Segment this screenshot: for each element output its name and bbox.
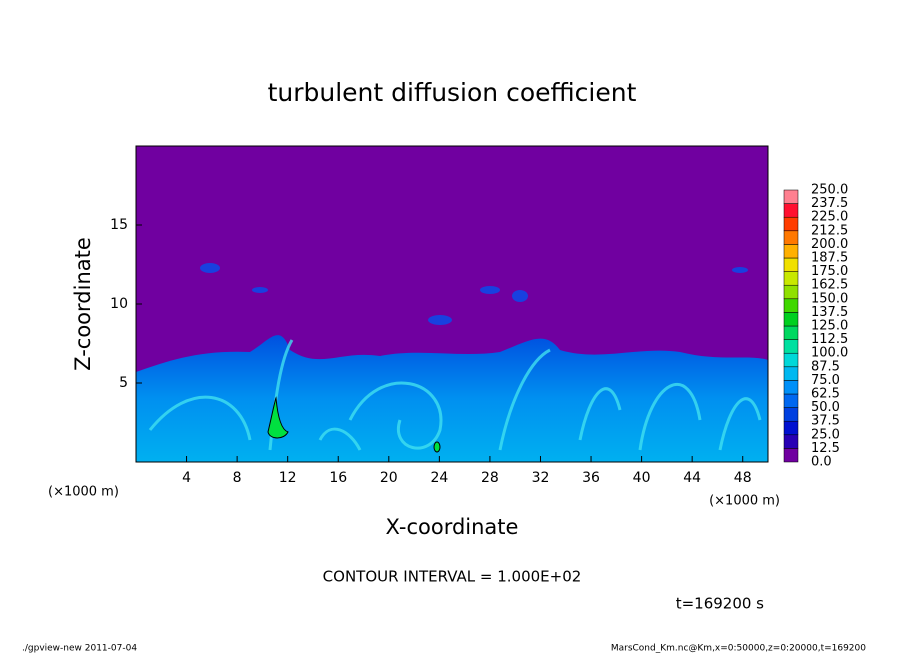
- colorbar-box: [783, 407, 799, 422]
- colorbar-label: 200.0: [811, 237, 848, 252]
- x-tick-label: 32: [532, 470, 550, 486]
- colorbar-box: [783, 434, 799, 449]
- x-tick-label: 16: [329, 470, 347, 486]
- colorbar-label: 137.5: [811, 305, 848, 320]
- colorbar-box: [783, 189, 799, 204]
- contour-interval: CONTOUR INTERVAL = 1.000E+02: [323, 568, 582, 586]
- contour-100: [433, 441, 441, 453]
- colorbar-box: [783, 216, 799, 232]
- colorbar-label: 112.5: [811, 332, 848, 347]
- x-tick-label: 48: [734, 470, 752, 486]
- colorbar-box: [783, 420, 799, 436]
- colorbar-box: [783, 257, 799, 272]
- colorbar-label: 0.0: [811, 455, 832, 470]
- x-axis-title: X-coordinate: [386, 515, 519, 539]
- colorbar-label: 162.5: [811, 278, 848, 293]
- x-tick-label: 12: [279, 470, 297, 486]
- colorbar-box: [783, 339, 799, 354]
- colorbar-label: 100.0: [811, 346, 848, 361]
- x-tick-label: 4: [182, 470, 191, 486]
- colorbar-label: 37.5: [811, 414, 840, 429]
- colorbar-box: [783, 448, 799, 463]
- colorbar-label: 87.5: [811, 359, 840, 374]
- x-tick-label: 44: [683, 470, 701, 486]
- colorbar-label: 62.5: [811, 387, 840, 402]
- colorbar-box: [783, 393, 799, 408]
- colorbar-label: 150.0: [811, 291, 848, 306]
- colorbar-label: 237.5: [811, 196, 848, 211]
- field: [135, 145, 769, 463]
- contour-100: [267, 396, 289, 439]
- colorbar-box: [783, 284, 799, 300]
- chart-title: turbulent diffusion coefficient: [268, 78, 637, 107]
- y-tick-label: 10: [110, 296, 128, 312]
- turbulent-layer: [136, 335, 768, 462]
- footer-left: ./gpview-new 2011-07-04: [22, 644, 137, 654]
- colorbar-label: 212.5: [811, 223, 848, 238]
- colorbar-label: 125.0: [811, 319, 848, 334]
- x-tick-label: 28: [481, 470, 499, 486]
- colorbar-box: [783, 244, 799, 259]
- colorbar-box: [783, 352, 799, 368]
- colorbar-box: [783, 366, 799, 381]
- colorbar-label: 25.0: [811, 427, 840, 442]
- colorbar-label: 175.0: [811, 264, 848, 279]
- colorbar-label: 75.0: [811, 373, 840, 388]
- colorbar-box: [783, 203, 799, 218]
- x-unit-right: (×1000 m): [709, 494, 780, 509]
- colorbar-box: [783, 380, 799, 395]
- y-axis-title: Z-coordinate: [71, 237, 95, 371]
- footer-right: MarsCond_Km.nc@Km,x=0:50000,z=0:20000,t=…: [611, 644, 866, 654]
- x-tick-label: 36: [582, 470, 600, 486]
- x-tick-label: 8: [233, 470, 242, 486]
- x-unit-left: (×1000 m): [48, 485, 119, 500]
- colorbar-box: [783, 230, 799, 245]
- colorbar-box: [783, 325, 799, 340]
- colorbar-box: [783, 312, 799, 327]
- x-tick-label: 24: [430, 470, 448, 486]
- colorbar-label: 250.0: [811, 183, 848, 198]
- colorbar-box: [783, 271, 799, 286]
- colorbar-label: 187.5: [811, 251, 848, 266]
- colorbar-label: 50.0: [811, 400, 840, 415]
- colorbar-box: [783, 298, 799, 313]
- colorbar-label: 12.5: [811, 441, 840, 456]
- y-tick-label: 15: [110, 217, 128, 233]
- y-tick-label: 5: [119, 375, 128, 391]
- time-label: t=169200 s: [676, 595, 764, 613]
- x-tick-label: 20: [380, 470, 398, 486]
- x-tick-label: 40: [633, 470, 651, 486]
- upper-patches: [200, 263, 748, 325]
- colorbar-label: 225.0: [811, 210, 848, 225]
